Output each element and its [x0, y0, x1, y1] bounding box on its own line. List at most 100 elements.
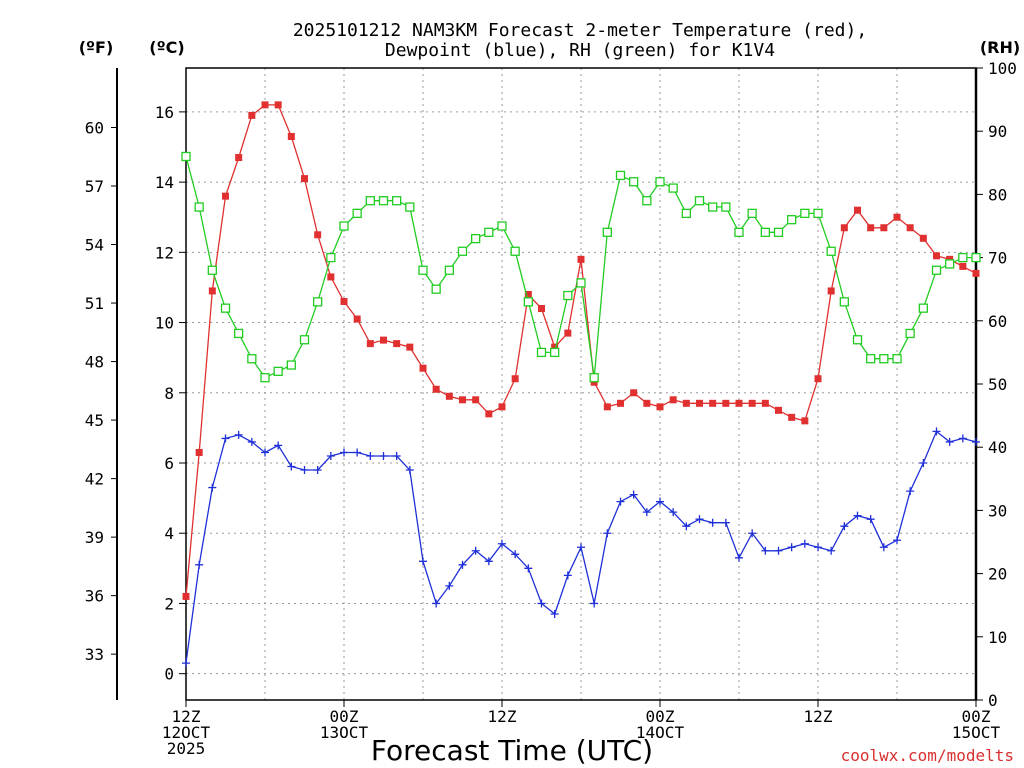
dewpoint-point — [721, 518, 730, 527]
rh-tick-label: 10 — [988, 628, 1007, 647]
dewpoint-point — [471, 546, 480, 555]
celsius-tick-label: 2 — [164, 594, 174, 613]
dewpoint-point — [603, 529, 612, 538]
dewpoint-point — [774, 546, 783, 555]
dewpoint-point — [234, 430, 243, 439]
fahrenheit-tick-label: 39 — [85, 528, 104, 547]
dewpoint-point — [208, 483, 217, 492]
relative-humidity-point — [826, 246, 836, 256]
temperature-point — [248, 111, 256, 119]
rh-tick-label: 40 — [988, 438, 1007, 457]
time-tick-label: 14OCT — [636, 723, 685, 742]
fahrenheit-tick-label: 33 — [85, 645, 104, 664]
rh-tick-label: 50 — [988, 375, 1007, 394]
dewpoint-point — [853, 511, 862, 520]
dewpoint-point — [313, 466, 322, 475]
dewpoint-point — [708, 518, 717, 527]
dewpoint-point — [458, 560, 467, 569]
rh-tick-label: 90 — [988, 122, 1007, 141]
dewpoint-point — [392, 451, 401, 460]
dewpoint-point — [919, 459, 928, 467]
dewpoint-point — [379, 451, 388, 460]
dewpoint-point — [484, 557, 493, 566]
relative-humidity-point — [839, 297, 849, 307]
relative-humidity-point — [510, 246, 520, 256]
time-tick-label: 12OCT — [162, 723, 211, 742]
dewpoint-point — [221, 434, 230, 443]
dewpoint-point — [550, 609, 559, 618]
dewpoint-point — [445, 581, 454, 590]
celsius-tick-label: 4 — [164, 524, 174, 543]
dewpoint-point — [932, 427, 941, 436]
relative-humidity-point — [339, 221, 349, 231]
relative-humidity-point — [576, 278, 586, 288]
grid-lines — [186, 68, 976, 700]
temperature-point — [959, 262, 967, 270]
temperature-point — [261, 101, 269, 109]
relative-humidity-point — [247, 354, 257, 364]
temperature-point — [696, 399, 703, 407]
dewpoint-point — [656, 497, 664, 506]
relative-humidity-point — [747, 208, 757, 219]
dewpoint-point — [261, 448, 269, 457]
relative-humidity-point — [497, 221, 507, 231]
relative-humidity-point — [760, 227, 770, 237]
temperature-point — [327, 273, 335, 281]
dewpoint-point — [419, 557, 427, 566]
celsius-tick-label: 8 — [164, 384, 174, 403]
relative-humidity-point — [286, 360, 296, 370]
relative-humidity-point — [721, 202, 731, 212]
relative-humidity-point — [734, 227, 744, 237]
dewpoint-point — [682, 522, 691, 531]
relative-humidity-point — [220, 303, 231, 313]
rh-tick-label: 0 — [988, 691, 998, 710]
temperature-point — [709, 399, 717, 407]
dewpoint-point — [563, 571, 572, 580]
relative-humidity-point — [405, 202, 415, 212]
temperature-point — [761, 399, 769, 407]
time-tick-label: 12Z — [172, 707, 201, 726]
dewpoint-point — [695, 515, 704, 524]
dewpoint-point — [669, 508, 678, 517]
temperature-point — [235, 154, 243, 162]
celsius-tick-label: 6 — [164, 454, 174, 473]
relative-humidity-point — [642, 196, 652, 206]
temperature-point — [511, 375, 519, 383]
fahrenheit-unit-label: (ºF) — [79, 38, 114, 57]
relative-humidity-point — [866, 354, 876, 364]
relative-humidity-point — [260, 373, 270, 383]
celsius-axis: 0 2 4 6 8 10 12 14 16 — [155, 103, 186, 684]
temperature-point — [340, 297, 348, 305]
temperature-point — [682, 399, 690, 407]
relative-humidity-point — [471, 233, 481, 244]
relative-humidity-point — [708, 202, 718, 212]
temperature-point — [669, 396, 677, 404]
rh-tick-label: 100 — [988, 59, 1017, 78]
temperature-point — [972, 269, 980, 277]
temperature-point — [406, 343, 414, 351]
time-tick-label: 2025 — [167, 739, 206, 758]
relative-humidity-point — [326, 252, 336, 263]
dewpoint-point — [287, 462, 296, 471]
relative-humidity-point — [589, 373, 599, 383]
fahrenheit-tick-label: 48 — [85, 353, 104, 372]
temperature-point — [182, 592, 190, 600]
temperature-point — [274, 101, 282, 109]
celsius-tick-label: 0 — [164, 665, 174, 684]
relative-humidity-point — [958, 252, 968, 263]
relative-humidity-point — [905, 328, 915, 339]
relative-humidity-point — [681, 208, 691, 219]
relative-humidity-point — [313, 297, 323, 307]
relative-humidity-point — [234, 328, 244, 339]
temperature-point — [393, 340, 401, 348]
relative-humidity-point — [694, 196, 705, 206]
relative-humidity-point — [484, 227, 494, 237]
dewpoint-point — [748, 529, 757, 538]
relative-humidity-point — [457, 246, 468, 256]
dewpoint-point — [642, 508, 651, 517]
celsius-tick-label: 10 — [155, 314, 174, 333]
relative-humidity-point — [602, 227, 612, 237]
temperature-point — [933, 252, 940, 260]
relative-humidity-point — [615, 170, 626, 181]
dewpoint-point — [537, 599, 546, 608]
